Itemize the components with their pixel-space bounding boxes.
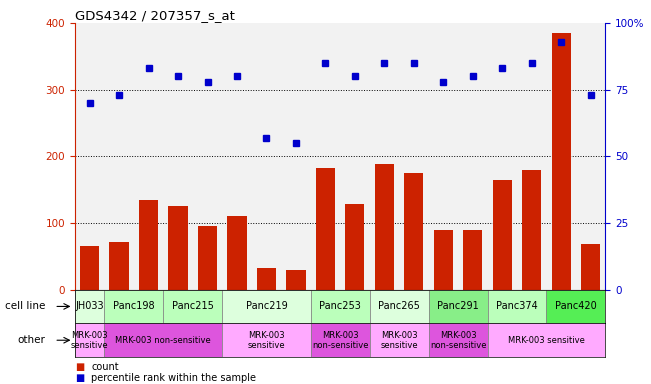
Bar <box>104 323 222 357</box>
Text: other: other <box>18 335 46 345</box>
Bar <box>493 180 512 290</box>
Bar <box>311 323 370 357</box>
Bar <box>169 206 187 290</box>
Text: Panc374: Panc374 <box>496 301 538 311</box>
Bar <box>222 323 311 357</box>
Bar <box>488 290 546 323</box>
Bar <box>488 323 605 357</box>
Text: MRK-003
non-sensitive: MRK-003 non-sensitive <box>312 331 368 350</box>
Bar <box>375 164 394 290</box>
Bar <box>198 226 217 290</box>
Bar <box>80 246 99 290</box>
Bar <box>75 323 104 357</box>
Text: cell line: cell line <box>5 301 46 311</box>
Bar <box>75 290 104 323</box>
Text: Panc265: Panc265 <box>378 301 420 311</box>
Text: MRK-003 sensitive: MRK-003 sensitive <box>508 336 585 345</box>
Text: MRK-003 non-sensitive: MRK-003 non-sensitive <box>115 336 211 345</box>
Text: MRK-003
sensitive: MRK-003 sensitive <box>247 331 285 350</box>
Bar <box>581 244 600 290</box>
Text: Panc198: Panc198 <box>113 301 155 311</box>
Bar <box>104 290 163 323</box>
Text: JH033: JH033 <box>76 301 104 311</box>
Text: ■: ■ <box>75 362 84 372</box>
Bar <box>546 290 605 323</box>
Bar <box>428 323 488 357</box>
Bar <box>286 270 305 290</box>
Text: ■: ■ <box>75 373 84 383</box>
Text: Panc219: Panc219 <box>245 301 287 311</box>
Bar <box>222 290 311 323</box>
Bar <box>311 290 370 323</box>
Bar <box>227 216 247 290</box>
Bar <box>109 242 129 290</box>
Text: Panc253: Panc253 <box>319 301 361 311</box>
Bar <box>316 168 335 290</box>
Text: count: count <box>91 362 118 372</box>
Bar <box>434 230 453 290</box>
Text: MRK-003
non-sensitive: MRK-003 non-sensitive <box>430 331 486 350</box>
Bar <box>370 323 428 357</box>
Text: Panc215: Panc215 <box>172 301 214 311</box>
Text: MRK-003
sensitive: MRK-003 sensitive <box>380 331 418 350</box>
Bar <box>404 173 423 290</box>
Text: Panc420: Panc420 <box>555 301 597 311</box>
Bar <box>522 170 542 290</box>
Text: percentile rank within the sample: percentile rank within the sample <box>91 373 256 383</box>
Text: MRK-003
sensitive: MRK-003 sensitive <box>71 331 109 350</box>
Bar <box>139 200 158 290</box>
Bar <box>464 230 482 290</box>
Bar <box>257 268 276 290</box>
Text: GDS4342 / 207357_s_at: GDS4342 / 207357_s_at <box>75 9 235 22</box>
Text: Panc291: Panc291 <box>437 301 479 311</box>
Bar <box>163 290 222 323</box>
Bar <box>551 33 571 290</box>
Bar <box>428 290 488 323</box>
Bar <box>345 204 365 290</box>
Bar <box>370 290 428 323</box>
